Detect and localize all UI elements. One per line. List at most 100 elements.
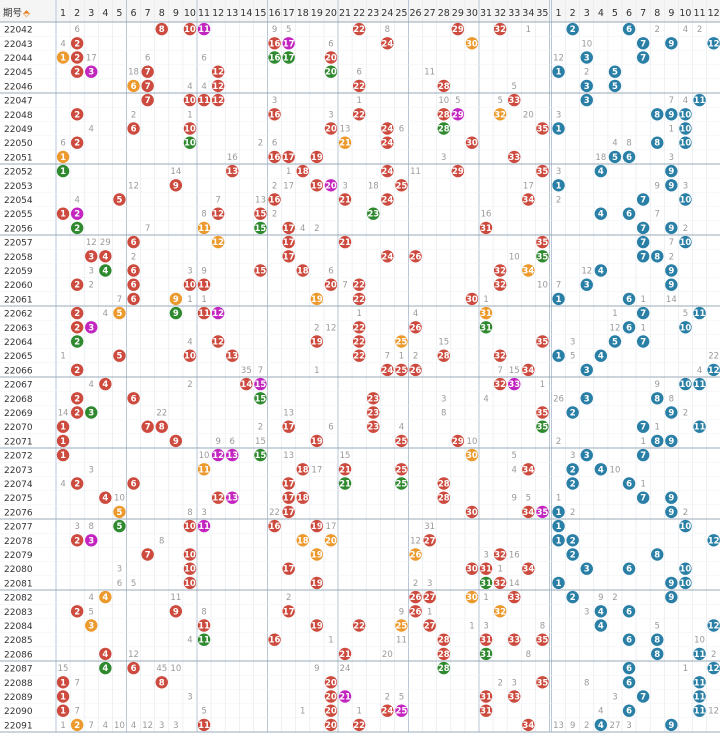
front-ball-number: 10 [184, 139, 196, 149]
back-ball-number: 6 [626, 25, 632, 35]
front-column-header: 34 [522, 8, 534, 19]
front-ball [197, 463, 211, 476]
miss-count: 22 [708, 352, 719, 362]
miss-count: 7 [74, 678, 79, 688]
back-ball-number: 6 [626, 210, 632, 220]
miss-count: 10 [610, 465, 621, 475]
miss-count: 3 [483, 551, 488, 561]
front-ball [338, 477, 352, 490]
back-ball-number: 9 [668, 267, 674, 277]
back-ball-number: 11 [694, 693, 706, 703]
front-ball-number: 11 [198, 224, 210, 234]
front-column-header: 1 [60, 8, 66, 19]
miss-count: 2 [314, 323, 319, 333]
back-ball-number: 8 [654, 636, 660, 646]
miss-count: 5 [399, 693, 404, 703]
miss-count: 10 [537, 281, 548, 291]
miss-count: 6 [117, 579, 122, 589]
front-ball-number: 20 [325, 68, 337, 78]
front-ball [70, 108, 84, 121]
front-ball-number: 9 [173, 437, 179, 447]
front-ball [254, 221, 267, 235]
back-ball-number: 12 [708, 622, 720, 632]
miss-count: 18 [128, 68, 139, 78]
miss-count: 15 [58, 664, 69, 674]
front-ball [85, 534, 98, 547]
front-ball-number: 22 [353, 622, 365, 632]
front-ball-number: 17 [283, 54, 295, 64]
front-column-header: 8 [159, 8, 165, 19]
miss-count: 4 [74, 196, 79, 206]
miss-count: 1 [483, 295, 488, 305]
front-ball-number: 34 [522, 196, 534, 206]
front-ball [479, 306, 493, 320]
front-ball-number: 7 [145, 82, 151, 92]
back-ball [580, 562, 593, 575]
front-ball-number: 34 [522, 366, 534, 376]
miss-count: 7 [258, 366, 263, 376]
back-ball-number: 9 [668, 224, 674, 234]
front-ball [197, 633, 211, 646]
front-ball [70, 718, 84, 732]
table-row: 22079 3 16 7 10 19 26 32 2 8 [4, 548, 664, 561]
back-ball [622, 22, 636, 36]
front-ball [70, 278, 84, 291]
back-ball-number: 11 [694, 96, 706, 106]
back-ball-number: 10 [680, 579, 692, 589]
front-ball [282, 221, 295, 235]
back-ball [636, 491, 650, 504]
front-column-header: 23 [367, 8, 379, 19]
sort-arrow-icon[interactable]: ⬘ [23, 9, 30, 19]
back-ball-number: 6 [626, 636, 632, 646]
front-ball [127, 292, 140, 306]
back-ball [679, 235, 692, 249]
front-ball [493, 349, 507, 362]
front-ball [522, 264, 535, 277]
front-ball-number: 12 [212, 82, 224, 92]
miss-count: 12 [128, 181, 139, 191]
front-ball [268, 51, 281, 64]
miss-count: 4 [399, 423, 404, 433]
miss-count: 6 [74, 25, 79, 35]
front-ball [197, 221, 211, 235]
front-ball [99, 590, 112, 604]
front-ball-number: 26 [410, 593, 422, 603]
front-ball-number: 21 [339, 139, 351, 149]
front-ball-number: 10 [184, 522, 196, 532]
front-ball [99, 491, 112, 504]
miss-count: 6 [201, 54, 206, 64]
miss-count: 2 [669, 252, 674, 262]
front-ball [70, 321, 84, 334]
front-ball [56, 207, 70, 220]
front-ball [381, 193, 394, 206]
miss-count: 2 [556, 196, 561, 206]
front-ball-number: 24 [381, 167, 393, 177]
back-ball [679, 562, 692, 575]
front-ball [268, 519, 281, 533]
back-ball-number: 8 [654, 252, 660, 262]
period-number: 22061 [4, 295, 33, 305]
miss-count: 8 [526, 650, 531, 660]
miss-count: 1 [187, 295, 192, 305]
miss-count: 2 [711, 650, 716, 660]
back-ball-number: 7 [640, 252, 646, 262]
table-row: 22086 12 20 8 2 4 21 28 31 8 11 [4, 647, 716, 660]
front-ball [310, 519, 324, 533]
back-ball-number: 12 [708, 39, 720, 49]
back-column-header: 2 [570, 8, 576, 19]
table-row: 22071 9 6 15 10 2 11 9 19 25 29 8 9 [4, 434, 678, 447]
back-column-header: 8 [654, 8, 660, 19]
back-ball-number: 9 [668, 593, 674, 603]
back-ball [552, 519, 565, 533]
table-row: 22075 10 9 5 14 12 13 17 18 28 7 9 [4, 491, 678, 504]
period-column-header[interactable]: 期号 [3, 8, 22, 19]
front-ball-number: 32 [494, 551, 506, 561]
front-ball-number: 17 [283, 224, 295, 234]
front-ball [127, 278, 140, 291]
miss-count: 11 [410, 167, 421, 177]
miss-count: 6 [328, 267, 333, 277]
table-row: 22062 4 1 4 1 52 5 9 11 12 31 7 11 [4, 306, 706, 320]
front-ball-number: 20 [325, 181, 337, 191]
back-ball [608, 150, 622, 164]
miss-count: 17 [326, 522, 337, 532]
